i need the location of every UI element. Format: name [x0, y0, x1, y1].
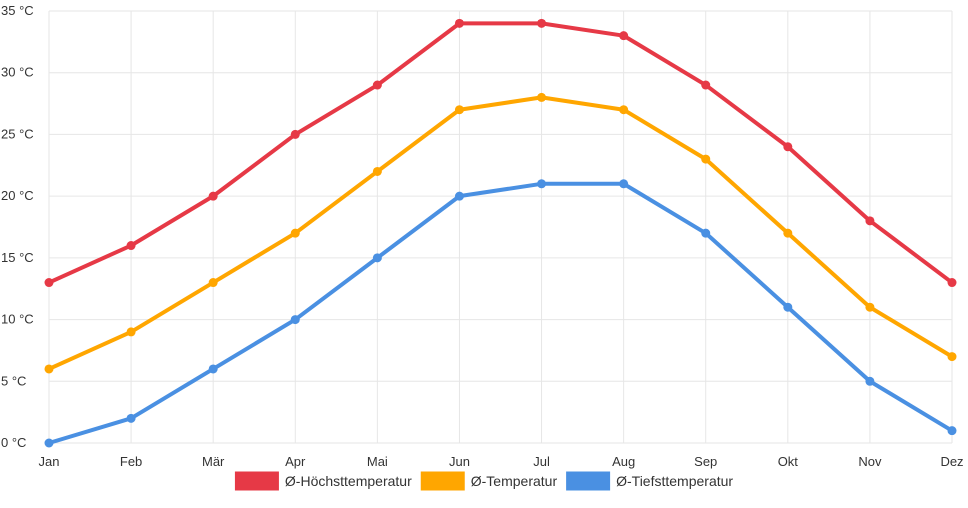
y-tick-label: 5 °C [1, 373, 26, 388]
series-line [47, 21, 954, 285]
data-point[interactable] [290, 228, 300, 238]
data-point[interactable] [783, 302, 793, 312]
y-tick-label: 35 °C [1, 3, 34, 18]
y-tick-label: 15 °C [1, 250, 34, 265]
data-point[interactable] [126, 241, 136, 251]
y-tick-label: 10 °C [1, 312, 34, 327]
data-point[interactable] [208, 191, 218, 201]
x-tick-label: Jan [39, 454, 60, 469]
y-tick-label: 0 °C [1, 435, 26, 450]
data-point[interactable] [619, 179, 629, 189]
data-point[interactable] [619, 31, 629, 41]
data-point[interactable] [44, 364, 54, 374]
data-point[interactable] [865, 376, 875, 386]
data-point[interactable] [947, 352, 957, 362]
data-point[interactable] [947, 426, 957, 436]
data-point[interactable] [126, 327, 136, 337]
x-tick-label: Jun [449, 454, 470, 469]
data-point[interactable] [208, 364, 218, 374]
data-point[interactable] [783, 142, 793, 152]
x-tick-label: Feb [120, 454, 142, 469]
y-tick-label: 25 °C [1, 126, 34, 141]
series-0 [44, 18, 957, 288]
series-2 [44, 179, 957, 448]
x-tick-label: Apr [285, 454, 306, 469]
series-group [44, 18, 957, 448]
data-point[interactable] [454, 191, 464, 201]
data-point[interactable] [372, 253, 382, 263]
data-point[interactable] [701, 154, 711, 164]
legend-label: Ø-Tiefsttemperatur [616, 473, 733, 489]
data-point[interactable] [537, 179, 547, 189]
legend-item[interactable]: Ø-Tiefsttemperatur [566, 471, 733, 491]
data-point[interactable] [208, 278, 218, 288]
data-point[interactable] [372, 166, 382, 176]
x-tick-label: Jul [533, 454, 550, 469]
legend-swatch [234, 471, 279, 491]
data-point[interactable] [947, 278, 957, 288]
data-point[interactable] [865, 216, 875, 226]
y-tick-label: 20 °C [1, 188, 34, 203]
legend-item[interactable]: Ø-Temperatur [420, 471, 558, 491]
legend-swatch [566, 471, 611, 491]
legend-item[interactable]: Ø-Höchsttemperatur [234, 471, 412, 491]
x-tick-label: Mär [202, 454, 225, 469]
legend-label: Ø-Höchsttemperatur [285, 473, 412, 489]
x-axis: Jan Feb Mär Apr Mai Jun Jul Aug Sep Okt Nov Dez [39, 454, 964, 469]
data-point[interactable] [290, 315, 300, 325]
grid [48, 10, 953, 444]
legend-swatch [420, 471, 465, 491]
x-tick-label: Aug [612, 454, 635, 469]
x-tick-label: Sep [694, 454, 717, 469]
data-point[interactable] [865, 302, 875, 312]
x-tick-label: Dez [940, 454, 963, 469]
y-tick-label: 30 °C [1, 65, 34, 80]
series-line [47, 181, 954, 445]
data-point[interactable] [454, 18, 464, 28]
x-tick-label: Nov [858, 454, 882, 469]
data-point[interactable] [537, 18, 547, 28]
data-point[interactable] [290, 129, 300, 139]
data-point[interactable] [454, 105, 464, 115]
data-point[interactable] [44, 438, 54, 448]
series-line [47, 95, 954, 371]
legend-label: Ø-Temperatur [471, 473, 558, 489]
data-point[interactable] [372, 80, 382, 90]
data-point[interactable] [701, 228, 711, 238]
legend[interactable]: Ø-Höchsttemperatur Ø-Temperatur Ø-Tiefstte… [234, 471, 733, 491]
data-point[interactable] [126, 413, 136, 423]
x-tick-label: Okt [778, 454, 799, 469]
data-point[interactable] [44, 278, 54, 288]
data-point[interactable] [619, 105, 629, 115]
series-1 [44, 92, 957, 374]
data-point[interactable] [537, 92, 547, 102]
data-point[interactable] [783, 228, 793, 238]
y-axis: 0 °C 5 °C 10 °C 15 °C 20 °C 25 °C 30 °C 35 °C [1, 3, 34, 450]
x-tick-label: Mai [367, 454, 388, 469]
data-point[interactable] [701, 80, 711, 90]
